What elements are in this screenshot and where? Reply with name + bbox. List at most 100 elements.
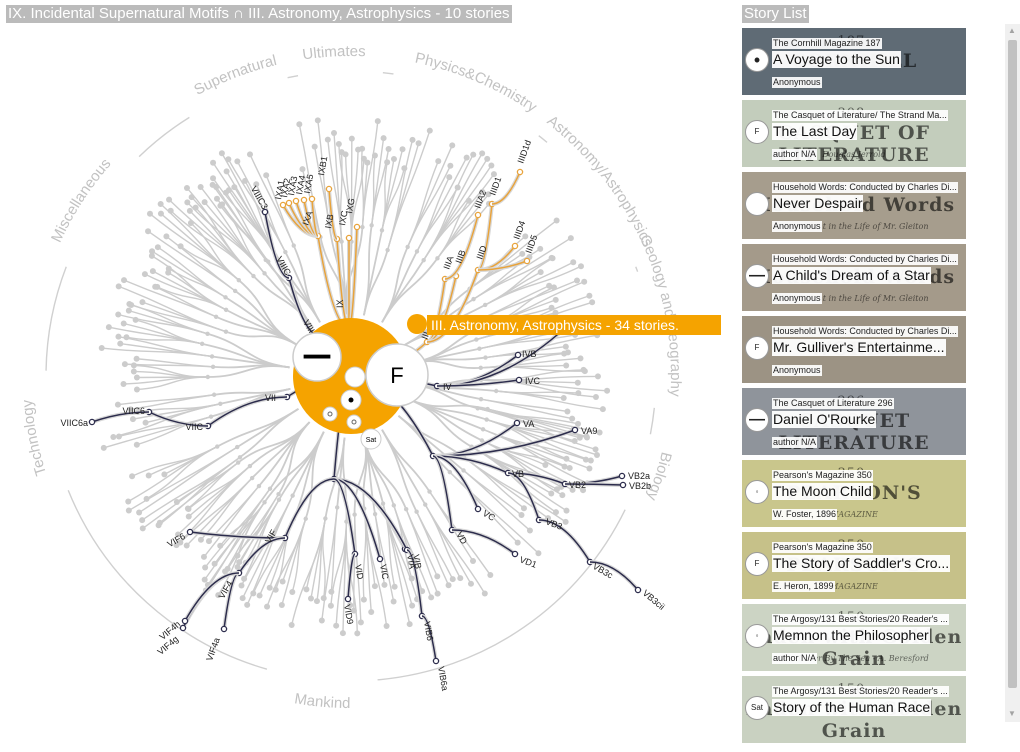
gray-branch xyxy=(416,187,459,252)
tree-node[interactable] xyxy=(88,418,96,426)
gray-leaf xyxy=(242,177,249,184)
cover-masthead-caption: An incident in the Life of Mr. Gleiton xyxy=(779,294,929,303)
tree-node[interactable] xyxy=(515,376,523,384)
gray-leaf xyxy=(133,374,140,381)
gray-leaf xyxy=(535,550,542,557)
tree-node[interactable] xyxy=(511,242,519,250)
category-label[interactable]: Astronomy/Astrophysics xyxy=(544,112,656,249)
story-title[interactable]: Never Despair xyxy=(772,195,864,212)
category-label[interactable]: Mankind xyxy=(293,690,350,712)
story-card[interactable]: 296.CASQUET LITERATURE—The Casquet of Li… xyxy=(742,388,966,455)
gray-branch xyxy=(118,285,227,333)
tree-node[interactable] xyxy=(308,195,316,203)
story-title[interactable]: Memnon the Philosopher xyxy=(772,627,930,644)
tree-node[interactable] xyxy=(186,528,194,536)
tree-node[interactable] xyxy=(325,185,333,193)
story-title[interactable]: A Voyage to the Sun xyxy=(772,51,901,68)
category-label[interactable]: Geology and Geography xyxy=(636,232,684,397)
gray-leaf xyxy=(318,617,325,624)
story-title[interactable]: The Last Day xyxy=(772,123,858,140)
gray-leaf xyxy=(201,199,208,206)
scroll-down-arrow-icon[interactable]: ▼ xyxy=(1008,709,1016,718)
tree-node[interactable] xyxy=(279,201,287,209)
story-card[interactable]: 350.PEARSON'SMAGAZINE◦Pearson's Magazine… xyxy=(742,460,966,527)
tree-node[interactable] xyxy=(300,196,308,204)
story-card[interactable]: WORDSFHousehold Words: Conducted by Char… xyxy=(742,316,966,383)
category-label[interactable]: Technology xyxy=(19,399,50,478)
tree-node[interactable] xyxy=(474,211,482,219)
gray-leaf xyxy=(218,150,225,157)
tree-node[interactable] xyxy=(634,586,642,594)
tree-node[interactable] xyxy=(261,208,269,216)
gray-branch xyxy=(141,456,241,521)
center-bubble-ring-a[interactable] xyxy=(322,406,338,422)
story-title[interactable]: The Moon Child xyxy=(772,483,873,500)
category-label[interactable]: Miscellaneous xyxy=(48,155,114,245)
node-label: IXC xyxy=(337,209,350,226)
radial-tree-visualization[interactable]: Supernatural Ultimates Physics&ChemistryAs… xyxy=(0,24,735,749)
tree-edge-halo xyxy=(432,454,454,531)
tree-node[interactable] xyxy=(345,234,353,242)
tree-node[interactable] xyxy=(514,351,522,359)
story-card[interactable]: 187.CORNHILL•The Cornhill Magazine 187A … xyxy=(742,28,966,95)
gray-leaf xyxy=(246,151,253,158)
category-label[interactable]: Ultimates xyxy=(301,43,366,64)
ring-segment-7 xyxy=(45,266,67,371)
center-node-group[interactable]: — F Sat xyxy=(292,318,429,450)
gray-leaf xyxy=(604,387,611,394)
tree-edge xyxy=(333,478,356,555)
gray-branch xyxy=(386,139,414,251)
story-title[interactable]: Story of the Human Race xyxy=(772,699,932,716)
story-title[interactable]: Mr. Gulliver's Entertainme... xyxy=(772,339,946,356)
tree-node[interactable] xyxy=(285,199,293,207)
center-bubble-big-right[interactable] xyxy=(365,343,429,407)
gray-branch xyxy=(237,421,311,464)
tree-node[interactable] xyxy=(181,617,189,625)
tree-node[interactable] xyxy=(511,550,519,558)
tree-node[interactable] xyxy=(571,426,579,434)
tree-node[interactable] xyxy=(513,419,521,427)
category-label[interactable]: Physics&Chemistry xyxy=(414,50,541,117)
node-label: VB3c xyxy=(591,561,615,581)
gray-leaf xyxy=(167,207,174,214)
scrollbar-thumb[interactable] xyxy=(1008,40,1017,688)
story-title[interactable]: The Story of Saddler's Cro... xyxy=(772,555,951,572)
tree-node[interactable] xyxy=(619,481,627,489)
node-label: IVC xyxy=(525,376,541,386)
tree-node[interactable] xyxy=(376,555,384,563)
gray-branch xyxy=(317,120,330,224)
tree-node[interactable] xyxy=(523,257,531,265)
gray-leaf xyxy=(183,184,190,191)
tree-node[interactable] xyxy=(516,168,524,176)
tree-node[interactable] xyxy=(353,223,361,231)
gray-leaf xyxy=(582,456,589,463)
center-bubble-sat[interactable] xyxy=(360,428,382,450)
gray-leaf xyxy=(244,601,251,608)
tree-node[interactable] xyxy=(618,472,626,480)
tree-node[interactable] xyxy=(179,624,187,632)
center-bubble-ring-b[interactable] xyxy=(346,414,362,430)
tree-node[interactable] xyxy=(344,595,352,603)
story-title[interactable]: A Child's Dream of a Star xyxy=(772,267,931,284)
gray-branch xyxy=(188,465,251,510)
scroll-up-arrow-icon[interactable]: ▲ xyxy=(1008,26,1016,35)
tree-edge xyxy=(451,529,516,555)
story-card[interactable]: 350.PEARSON'SMAGAZINEFPearson's Magazine… xyxy=(742,532,966,599)
center-bubble-big-left[interactable] xyxy=(292,332,342,382)
category-label[interactable]: Supernatural xyxy=(191,52,278,99)
story-title[interactable]: Daniel O'Rourke xyxy=(772,411,877,428)
gray-leaf xyxy=(211,560,218,567)
tree-node[interactable] xyxy=(292,197,300,205)
tree-node[interactable] xyxy=(432,657,440,665)
story-author: Anonymous xyxy=(772,365,822,376)
tree-node[interactable] xyxy=(474,505,482,513)
gray-leaf xyxy=(586,292,593,299)
tree-node[interactable] xyxy=(220,625,228,633)
center-bubble-empty[interactable] xyxy=(344,366,366,388)
gray-leaf xyxy=(587,457,594,464)
